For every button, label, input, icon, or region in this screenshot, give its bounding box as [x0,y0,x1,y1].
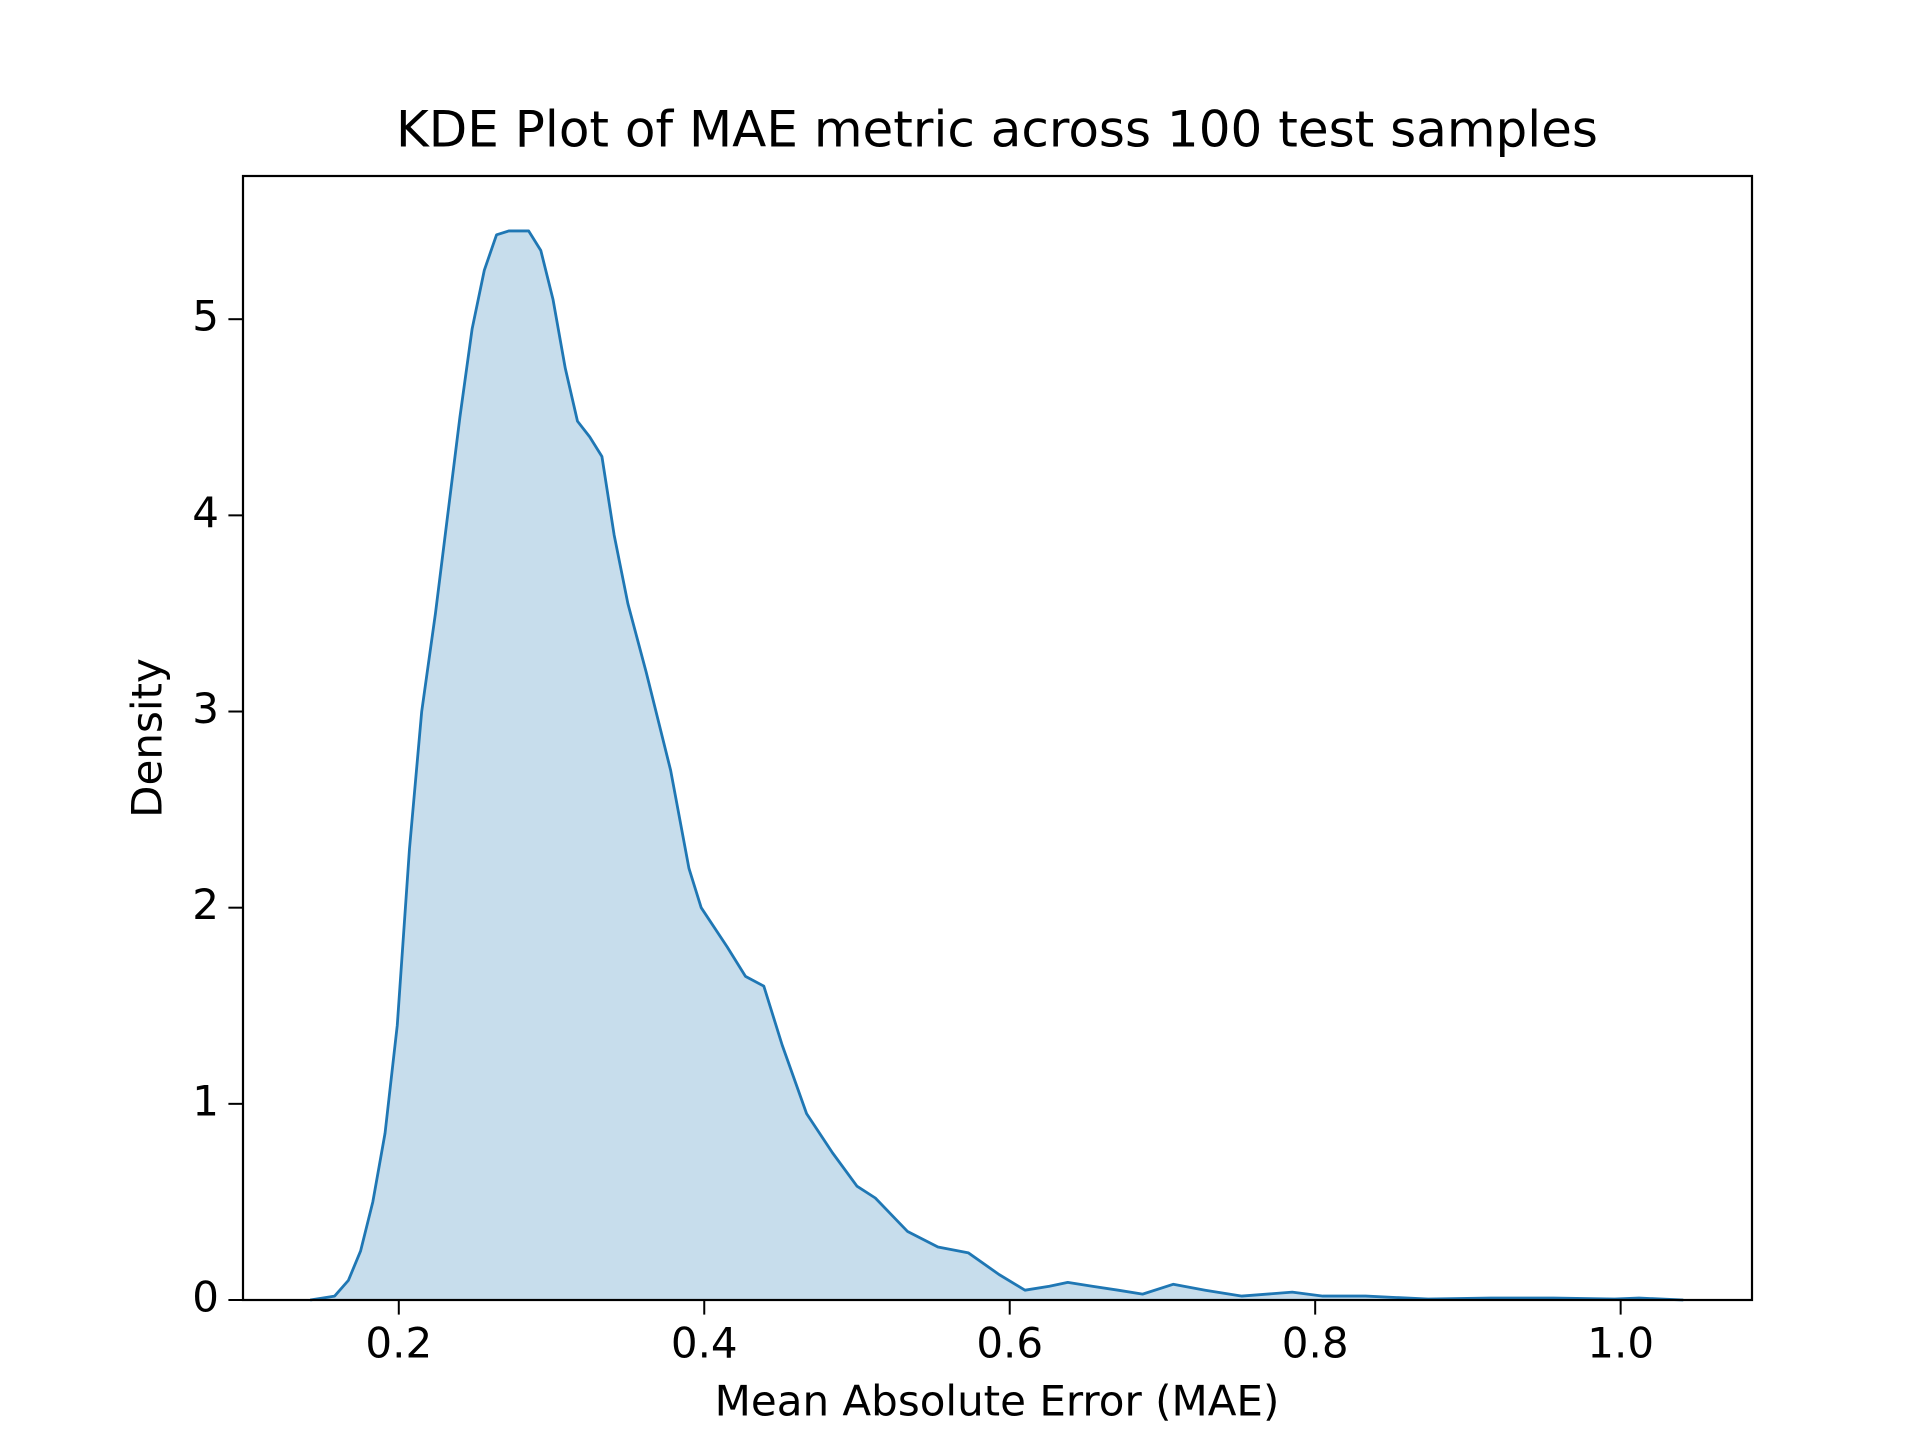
density-line [309,229,1684,1302]
density-area [310,230,1684,1300]
x-tick-label: 0.4 [671,1319,738,1368]
y-tick-label: 4 [192,488,219,537]
y-axis-label: Density [123,658,172,818]
x-tick-label: 0.2 [365,1319,432,1368]
y-tick-label: 5 [192,292,219,341]
x-tick-label: 0.8 [1282,1319,1349,1368]
x-tick-label: 0.6 [976,1319,1043,1368]
y-tick-label: 2 [192,880,219,929]
x-axis-label: Mean Absolute Error (MAE) [715,1377,1280,1426]
chart-title: KDE Plot of MAE metric across 100 test s… [396,101,1598,159]
x-tick-label: 1.0 [1587,1319,1654,1368]
y-tick-label: 3 [192,684,219,733]
y-tick-label: 0 [192,1273,219,1322]
y-tick-label: 1 [192,1076,219,1125]
plot-frame [241,174,1754,1302]
